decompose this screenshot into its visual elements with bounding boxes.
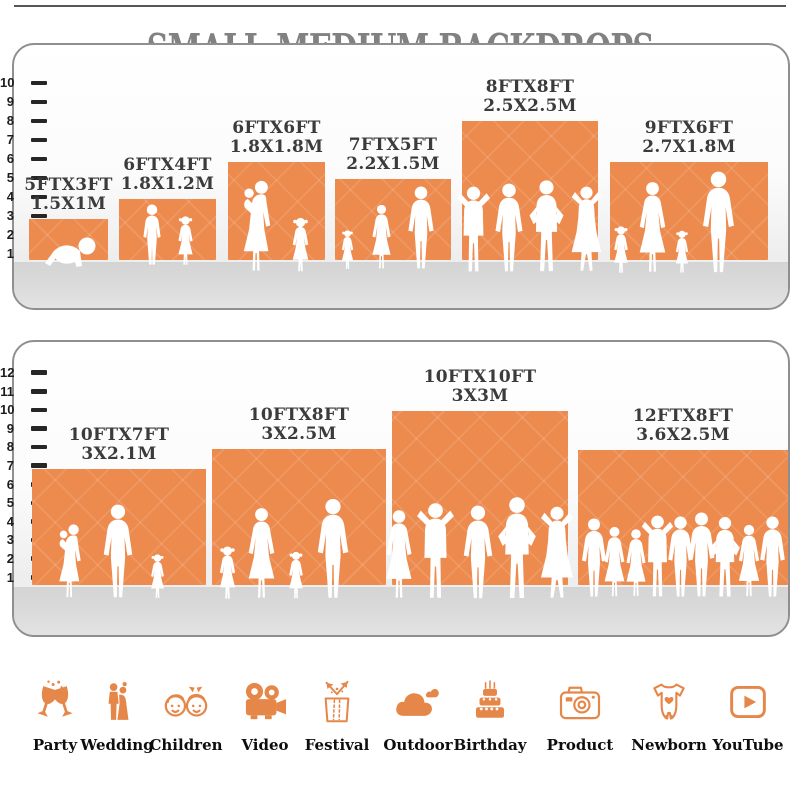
backdrop-size-label: 10FTX10FT 3X3M xyxy=(423,367,537,406)
backdrop-size-label: 10FTX8FT 3X2.5M xyxy=(248,405,350,444)
ruler-tick-8: 8 xyxy=(0,438,50,456)
category-label: Children xyxy=(149,736,223,754)
backdrop-size-label: 10FTX7FT 3X2.1M xyxy=(68,425,170,464)
silhouette-family-holding-hands xyxy=(219,498,349,599)
cropped-top-edge xyxy=(14,5,786,7)
backdrop-size-label: 9FTX6FT 2.7X1.8M xyxy=(642,118,736,157)
backdrop-size-label: 7FTX5FT 2.2X1.5M xyxy=(346,135,440,174)
ruler-tick-12: 12 xyxy=(0,364,50,382)
newborn-icon xyxy=(647,676,691,728)
silhouette-five-adults xyxy=(386,497,574,599)
outdoor-icon xyxy=(394,676,442,728)
backdrop-8ftx8ft: 8FTX8FT 2.5X2.5M xyxy=(457,78,602,272)
backdrop-10ftx10ft: 10FTX10FT 3X3M xyxy=(386,368,574,599)
category-festival: Festival xyxy=(297,676,377,754)
silhouette-group-crowd xyxy=(582,512,785,597)
category-newborn: Newborn xyxy=(629,676,709,754)
ruler-tick-9: 9 xyxy=(0,93,50,111)
festival-icon xyxy=(316,676,358,728)
ruler-tick-5: 5 xyxy=(0,169,50,187)
backdrop-size-label: 8FTX8FT 2.5X2.5M xyxy=(483,77,577,116)
silhouette-four-adults xyxy=(457,180,602,272)
backdrop-6ftx4ft: 6FTX4FT 1.8X1.2M xyxy=(119,156,216,265)
party-icon xyxy=(31,676,79,728)
backdrop-12ftx8ft: 12FTX8FT 3.6X2.5M xyxy=(578,407,788,597)
silhouette-mother-baby-girl xyxy=(243,180,308,272)
youtube-icon xyxy=(728,676,768,728)
ruler-top-panel: 1 2 3 4 5 6 7 8 9 10 xyxy=(0,0,60,800)
backdrop-6ftx6ft: 6FTX6FT 1.8X1.8M xyxy=(228,119,325,272)
category-video: Video xyxy=(225,676,305,754)
backdrop-size-label: 5FTX3FT 1.5X1M xyxy=(24,175,113,214)
ruler-tick-7: 7 xyxy=(0,131,50,149)
ruler-tick-11: 11 xyxy=(0,383,50,401)
ruler-tick-7: 7 xyxy=(0,457,50,475)
children-icon xyxy=(161,676,211,728)
backdrop-5ftx3ft: 5FTX3FT 1.5X1M xyxy=(24,176,112,267)
category-label: Birthday xyxy=(453,736,527,754)
backdrop-10ftx8ft: 10FTX8FT 3X2.5M xyxy=(212,406,386,599)
backdrop-size-label: 6FTX6FT 1.8X1.8M xyxy=(229,118,324,157)
silhouette-parents-with-toddler xyxy=(59,504,164,598)
category-party: Party xyxy=(15,676,95,754)
category-label: Wedding xyxy=(80,736,154,754)
category-birthday: Birthday xyxy=(450,676,530,754)
silhouette-two-children xyxy=(142,204,193,265)
category-product: Product xyxy=(540,676,620,754)
category-youtube: YouTube xyxy=(708,676,788,754)
category-label: Festival xyxy=(304,736,370,754)
category-outdoor: Outdoor xyxy=(378,676,458,754)
wedding-icon xyxy=(100,676,134,728)
silhouette-family-of-three xyxy=(341,186,434,269)
ruler-tick-8: 8 xyxy=(0,112,50,130)
ruler-tick-10: 10 xyxy=(0,74,50,92)
category-label: Outdoor xyxy=(383,736,453,754)
category-label: Product xyxy=(546,736,614,754)
category-label: YouTube xyxy=(712,736,784,754)
backdrop-9ftx6ft: 9FTX6FT 2.7X1.8M xyxy=(610,119,768,273)
backdrop-10ftx7ft: 10FTX7FT 3X2.1M xyxy=(32,426,206,598)
category-wedding: Wedding xyxy=(77,676,157,754)
backdrop-size-label: 12FTX8FT 3.6X2.5M xyxy=(632,406,734,445)
ruler-tick-9: 9 xyxy=(0,420,50,438)
video-icon xyxy=(240,676,290,728)
category-label: Newborn xyxy=(631,736,707,754)
ruler-tick-6: 6 xyxy=(0,150,50,168)
backdrop-7ftx5ft: 7FTX5FT 2.2X1.5M xyxy=(335,136,451,269)
ruler-tick-3: 3 xyxy=(0,207,50,225)
silhouette-family-of-four xyxy=(614,171,734,273)
category-label: Party xyxy=(32,736,78,754)
backdrop-size-label: 6FTX4FT 1.8X1.2M xyxy=(120,155,215,194)
ruler-tick-10: 10 xyxy=(0,401,50,419)
floor-top-panel xyxy=(14,262,788,308)
category-label: Video xyxy=(241,736,289,754)
category-children: Children xyxy=(146,676,226,754)
ruler-tick-4: 4 xyxy=(0,188,50,206)
birthday-icon xyxy=(469,676,511,728)
product-icon xyxy=(557,676,603,728)
